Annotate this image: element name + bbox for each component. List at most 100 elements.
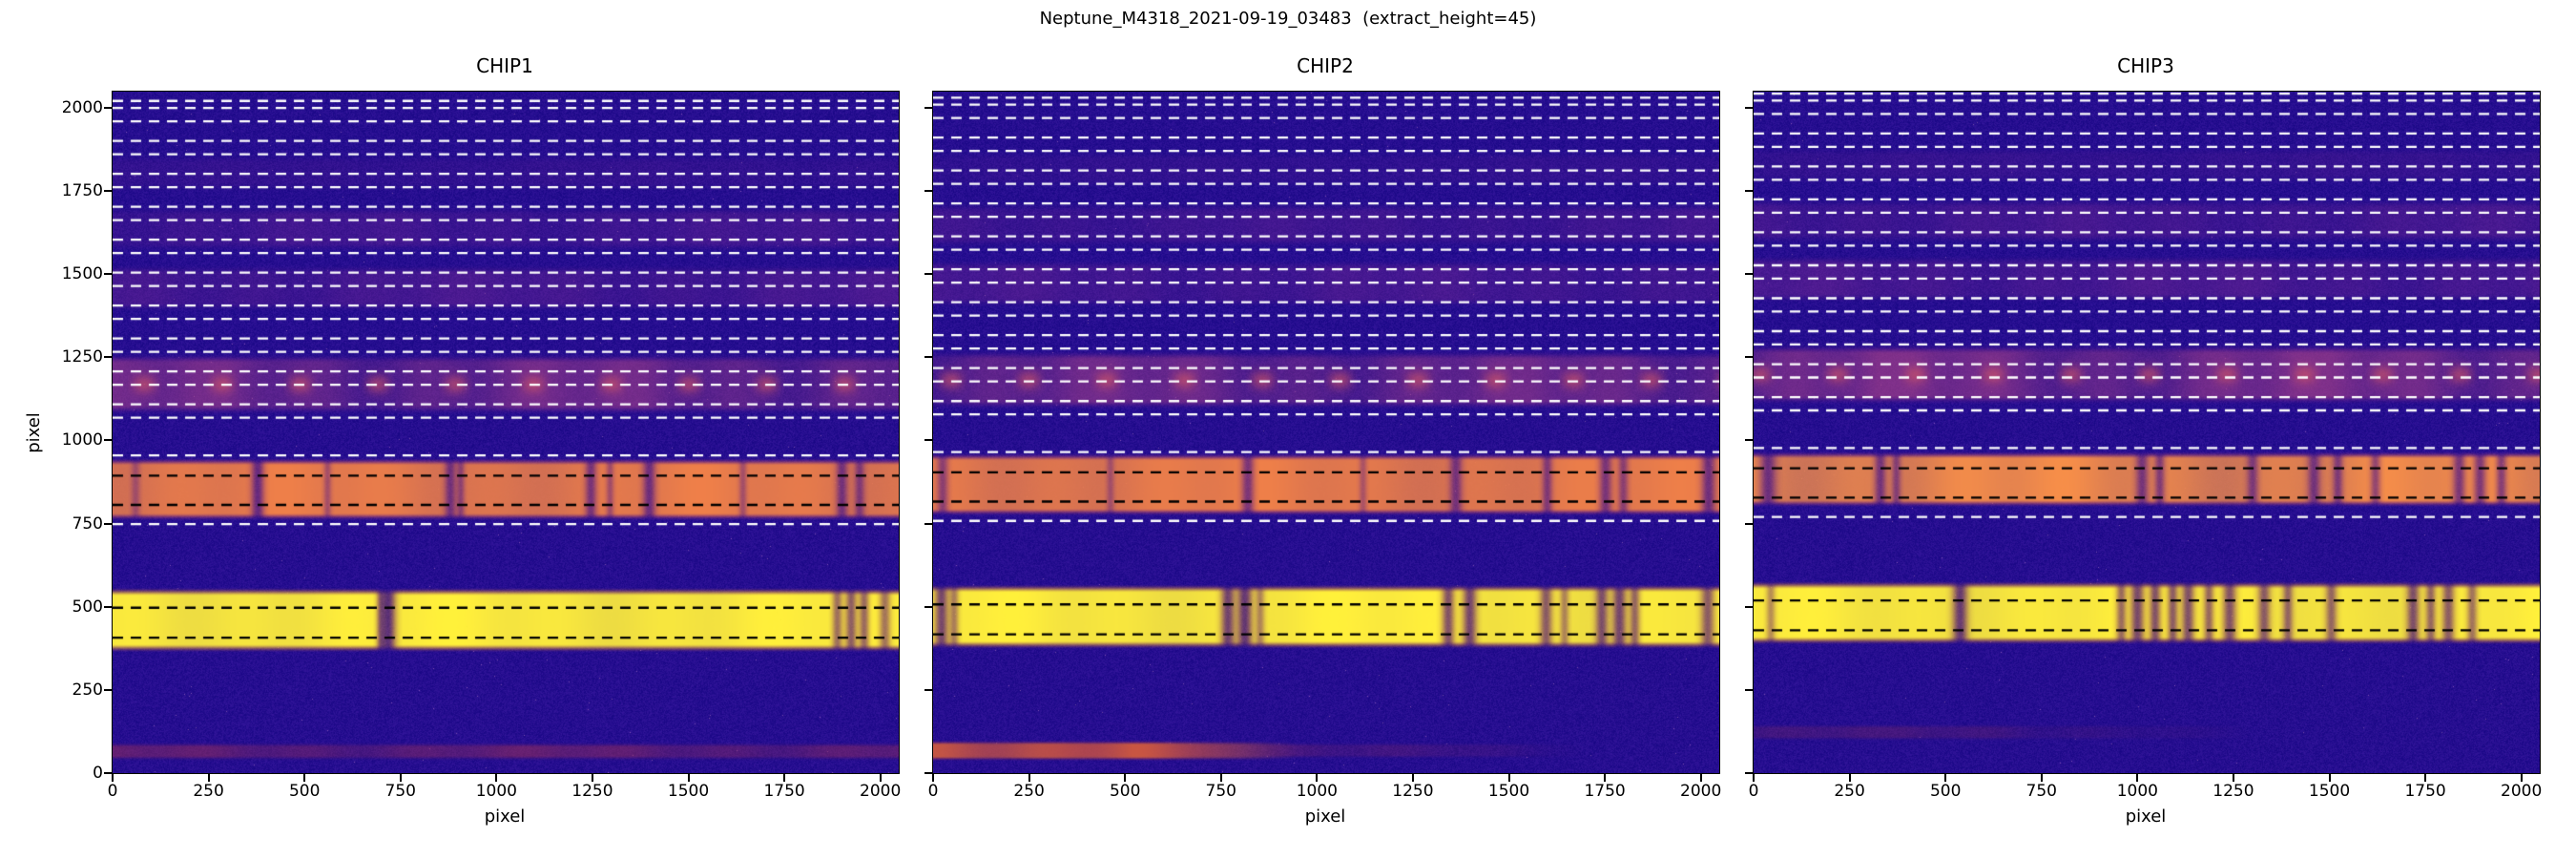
x-tick-mark: [112, 774, 114, 782]
y-tick-mark: [104, 772, 112, 774]
x-axis-label: pixel: [484, 807, 526, 827]
x-tick-label: 0: [927, 782, 939, 801]
x-tick-label: 1750: [1584, 782, 1626, 801]
x-tick-label: 500: [1109, 782, 1141, 801]
x-tick-mark: [1219, 774, 1222, 782]
spectral-image: [1754, 92, 2540, 773]
x-tick-mark: [2424, 774, 2427, 782]
subplot-title: CHIP3: [2117, 54, 2174, 77]
y-tick-mark: [1745, 772, 1753, 774]
x-tick-label: 500: [288, 782, 321, 801]
y-tick-mark: [104, 356, 112, 359]
x-axis-label: pixel: [1304, 807, 1346, 827]
y-tick-mark: [924, 772, 932, 774]
y-tick-mark: [104, 273, 112, 276]
y-tick-mark: [1745, 189, 1753, 192]
y-tick-mark: [924, 273, 932, 276]
x-tick-label: 1000: [475, 782, 517, 801]
y-tick-mark: [104, 189, 112, 192]
x-tick-mark: [2232, 774, 2234, 782]
subplot-chip3: CHIP3 0 250 500 750 1000 1250 1500 1750 2000 pix…: [1745, 54, 2542, 827]
y-tick-mark: [104, 439, 112, 442]
y-tick-label: 750: [72, 513, 103, 534]
x-tick-label: 1250: [571, 782, 613, 801]
y-tick-label: 0: [93, 764, 103, 783]
x-tick-mark: [1028, 774, 1030, 782]
y-tick-mark: [1745, 439, 1753, 442]
x-tick-label: 2000: [2501, 782, 2543, 801]
y-tick-mark: [1745, 605, 1753, 608]
x-tick-mark: [1699, 774, 1702, 782]
x-tick-label: 1500: [667, 782, 710, 801]
y-tick-mark: [1745, 106, 1753, 109]
subplot-chip1: CHIP1 pixel 0 250 500 750 1000 1250 1500 1750 20…: [24, 54, 902, 827]
plot-area: 0 250 500 750 1000 1250 1500 1750 2000: [1745, 91, 2542, 801]
x-tick-label: 2000: [860, 782, 902, 801]
x-tick-label: 750: [1205, 782, 1236, 801]
y-tick-label: 500: [72, 597, 103, 617]
x-tick-mark: [2520, 774, 2523, 782]
y-tick-mark: [924, 189, 932, 192]
x-tick-mark: [495, 774, 498, 782]
y-tick-mark: [924, 688, 932, 691]
y-tick-label: 2000: [61, 97, 103, 117]
y-tick-label: 1000: [61, 430, 103, 450]
x-tick-mark: [399, 774, 402, 782]
plot-area: 0 250 500 750 1000 1250 1500 1750 2000: [924, 91, 1721, 801]
x-tick-label: 1500: [2308, 782, 2351, 801]
x-axis-label: pixel: [2125, 807, 2167, 827]
spectral-image: [113, 92, 899, 773]
x-tick-mark: [303, 774, 306, 782]
x-tick-label: 1000: [1296, 782, 1338, 801]
x-tick-mark: [1944, 774, 1947, 782]
y-tick-label: 250: [72, 680, 103, 700]
y-tick-mark: [104, 522, 112, 525]
x-tick-mark: [783, 774, 786, 782]
x-tick-label: 1000: [2116, 782, 2158, 801]
y-tick-mark: [924, 522, 932, 525]
y-axis-label: pixel: [23, 411, 44, 453]
x-tick-label: 250: [1013, 782, 1045, 801]
x-tick-mark: [2040, 774, 2043, 782]
subplot-title: CHIP1: [476, 54, 533, 77]
x-tick-mark: [1124, 774, 1127, 782]
y-tick-mark: [1745, 356, 1753, 359]
x-tick-mark: [932, 774, 934, 782]
x-tick-label: 1250: [2212, 782, 2254, 801]
y-tick-mark: [1745, 273, 1753, 276]
y-tick-mark: [924, 605, 932, 608]
x-tick-mark: [207, 774, 210, 782]
x-tick-mark: [591, 774, 593, 782]
y-tick-mark: [104, 106, 112, 109]
y-tick-mark: [924, 106, 932, 109]
x-tick-label: 1500: [1487, 782, 1530, 801]
x-tick-mark: [1848, 774, 1851, 782]
y-tick-mark: [924, 439, 932, 442]
x-tick-label: 1250: [1392, 782, 1434, 801]
subplot-chip2: CHIP2 0 250 500 750 1000 1250 1500 1750 2000 pix…: [924, 54, 1721, 827]
x-tick-mark: [1411, 774, 1414, 782]
x-tick-label: 1750: [2404, 782, 2446, 801]
y-tick-label: 1500: [61, 264, 103, 284]
x-tick-mark: [879, 774, 882, 782]
y-tick-mark: [104, 605, 112, 608]
x-tick-label: 250: [1834, 782, 1865, 801]
y-tick-mark: [1745, 522, 1753, 525]
spectral-image: [933, 92, 1719, 773]
figure-title: Neptune_M4318_2021-09-19_03483 (extract_…: [1039, 9, 1537, 29]
x-tick-label: 0: [107, 782, 118, 801]
y-tick-mark: [924, 356, 932, 359]
plot-area: pixel 0 250 500 750 1000 1250 1500 1750 2000 0 250…: [24, 91, 901, 801]
x-tick-mark: [2328, 774, 2331, 782]
x-tick-label: 2000: [1680, 782, 1722, 801]
x-tick-mark: [1753, 774, 1755, 782]
x-tick-mark: [687, 774, 690, 782]
subplot-title: CHIP2: [1297, 54, 1354, 77]
x-tick-label: 250: [193, 782, 224, 801]
y-tick-mark: [104, 688, 112, 691]
x-tick-label: 750: [2025, 782, 2057, 801]
x-tick-label: 500: [1929, 782, 1962, 801]
x-tick-label: 750: [384, 782, 416, 801]
y-tick-label: 1750: [61, 180, 103, 200]
